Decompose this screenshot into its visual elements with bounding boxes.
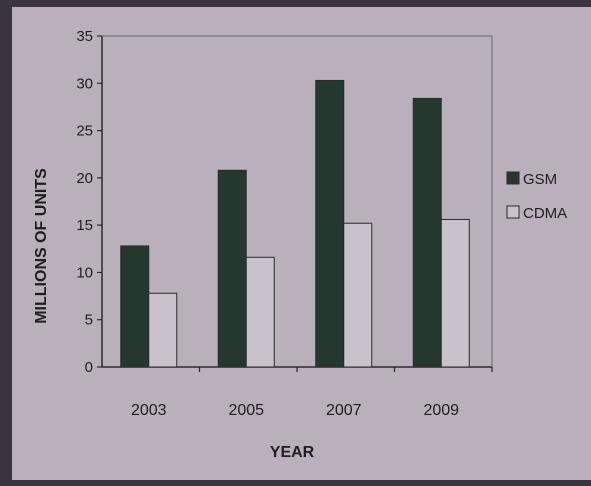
y-tick-labels: 0 5 10 15 20 25 30 35: [76, 28, 102, 376]
x-tick-label: 2007: [326, 402, 362, 419]
x-tick-label: 2009: [423, 402, 459, 419]
bar-cdma-2009: [440, 218, 470, 368]
legend-swatch-cdma: [506, 205, 520, 219]
legend-label-gsm: GSM: [523, 171, 557, 188]
y-axis-title: MILLIONS OF UNITS: [33, 168, 50, 324]
y-tick-label: 5: [85, 312, 93, 329]
bar-cdma-2003: [148, 292, 178, 368]
x-tick-label: 2005: [228, 402, 264, 419]
bar-gsm-2005: [217, 169, 247, 368]
y-tick-label: 20: [76, 170, 93, 187]
x-tick-labels: 2003 2005 2007 2009: [131, 367, 493, 419]
y-tick-label: 25: [76, 123, 93, 140]
y-tick-label: 35: [76, 28, 93, 45]
bar-gsm-2009: [412, 97, 442, 368]
legend-swatch-gsm: [506, 171, 520, 185]
y-tick-label: 30: [76, 75, 93, 92]
bar-gsm-2007: [315, 79, 345, 368]
bar-gsm-2003: [120, 245, 150, 368]
y-tick-label: 10: [76, 264, 93, 281]
legend: GSM CDMA: [506, 171, 567, 222]
bars: [120, 79, 470, 368]
legend-label-cdma: CDMA: [523, 205, 567, 222]
y-tick-label: 15: [76, 217, 93, 234]
x-tick-label: 2003: [131, 402, 167, 419]
y-tick-label: 0: [85, 359, 93, 376]
x-axis-title: YEAR: [270, 444, 315, 461]
bar-cdma-2005: [245, 256, 275, 368]
bar-cdma-2007: [343, 222, 373, 368]
